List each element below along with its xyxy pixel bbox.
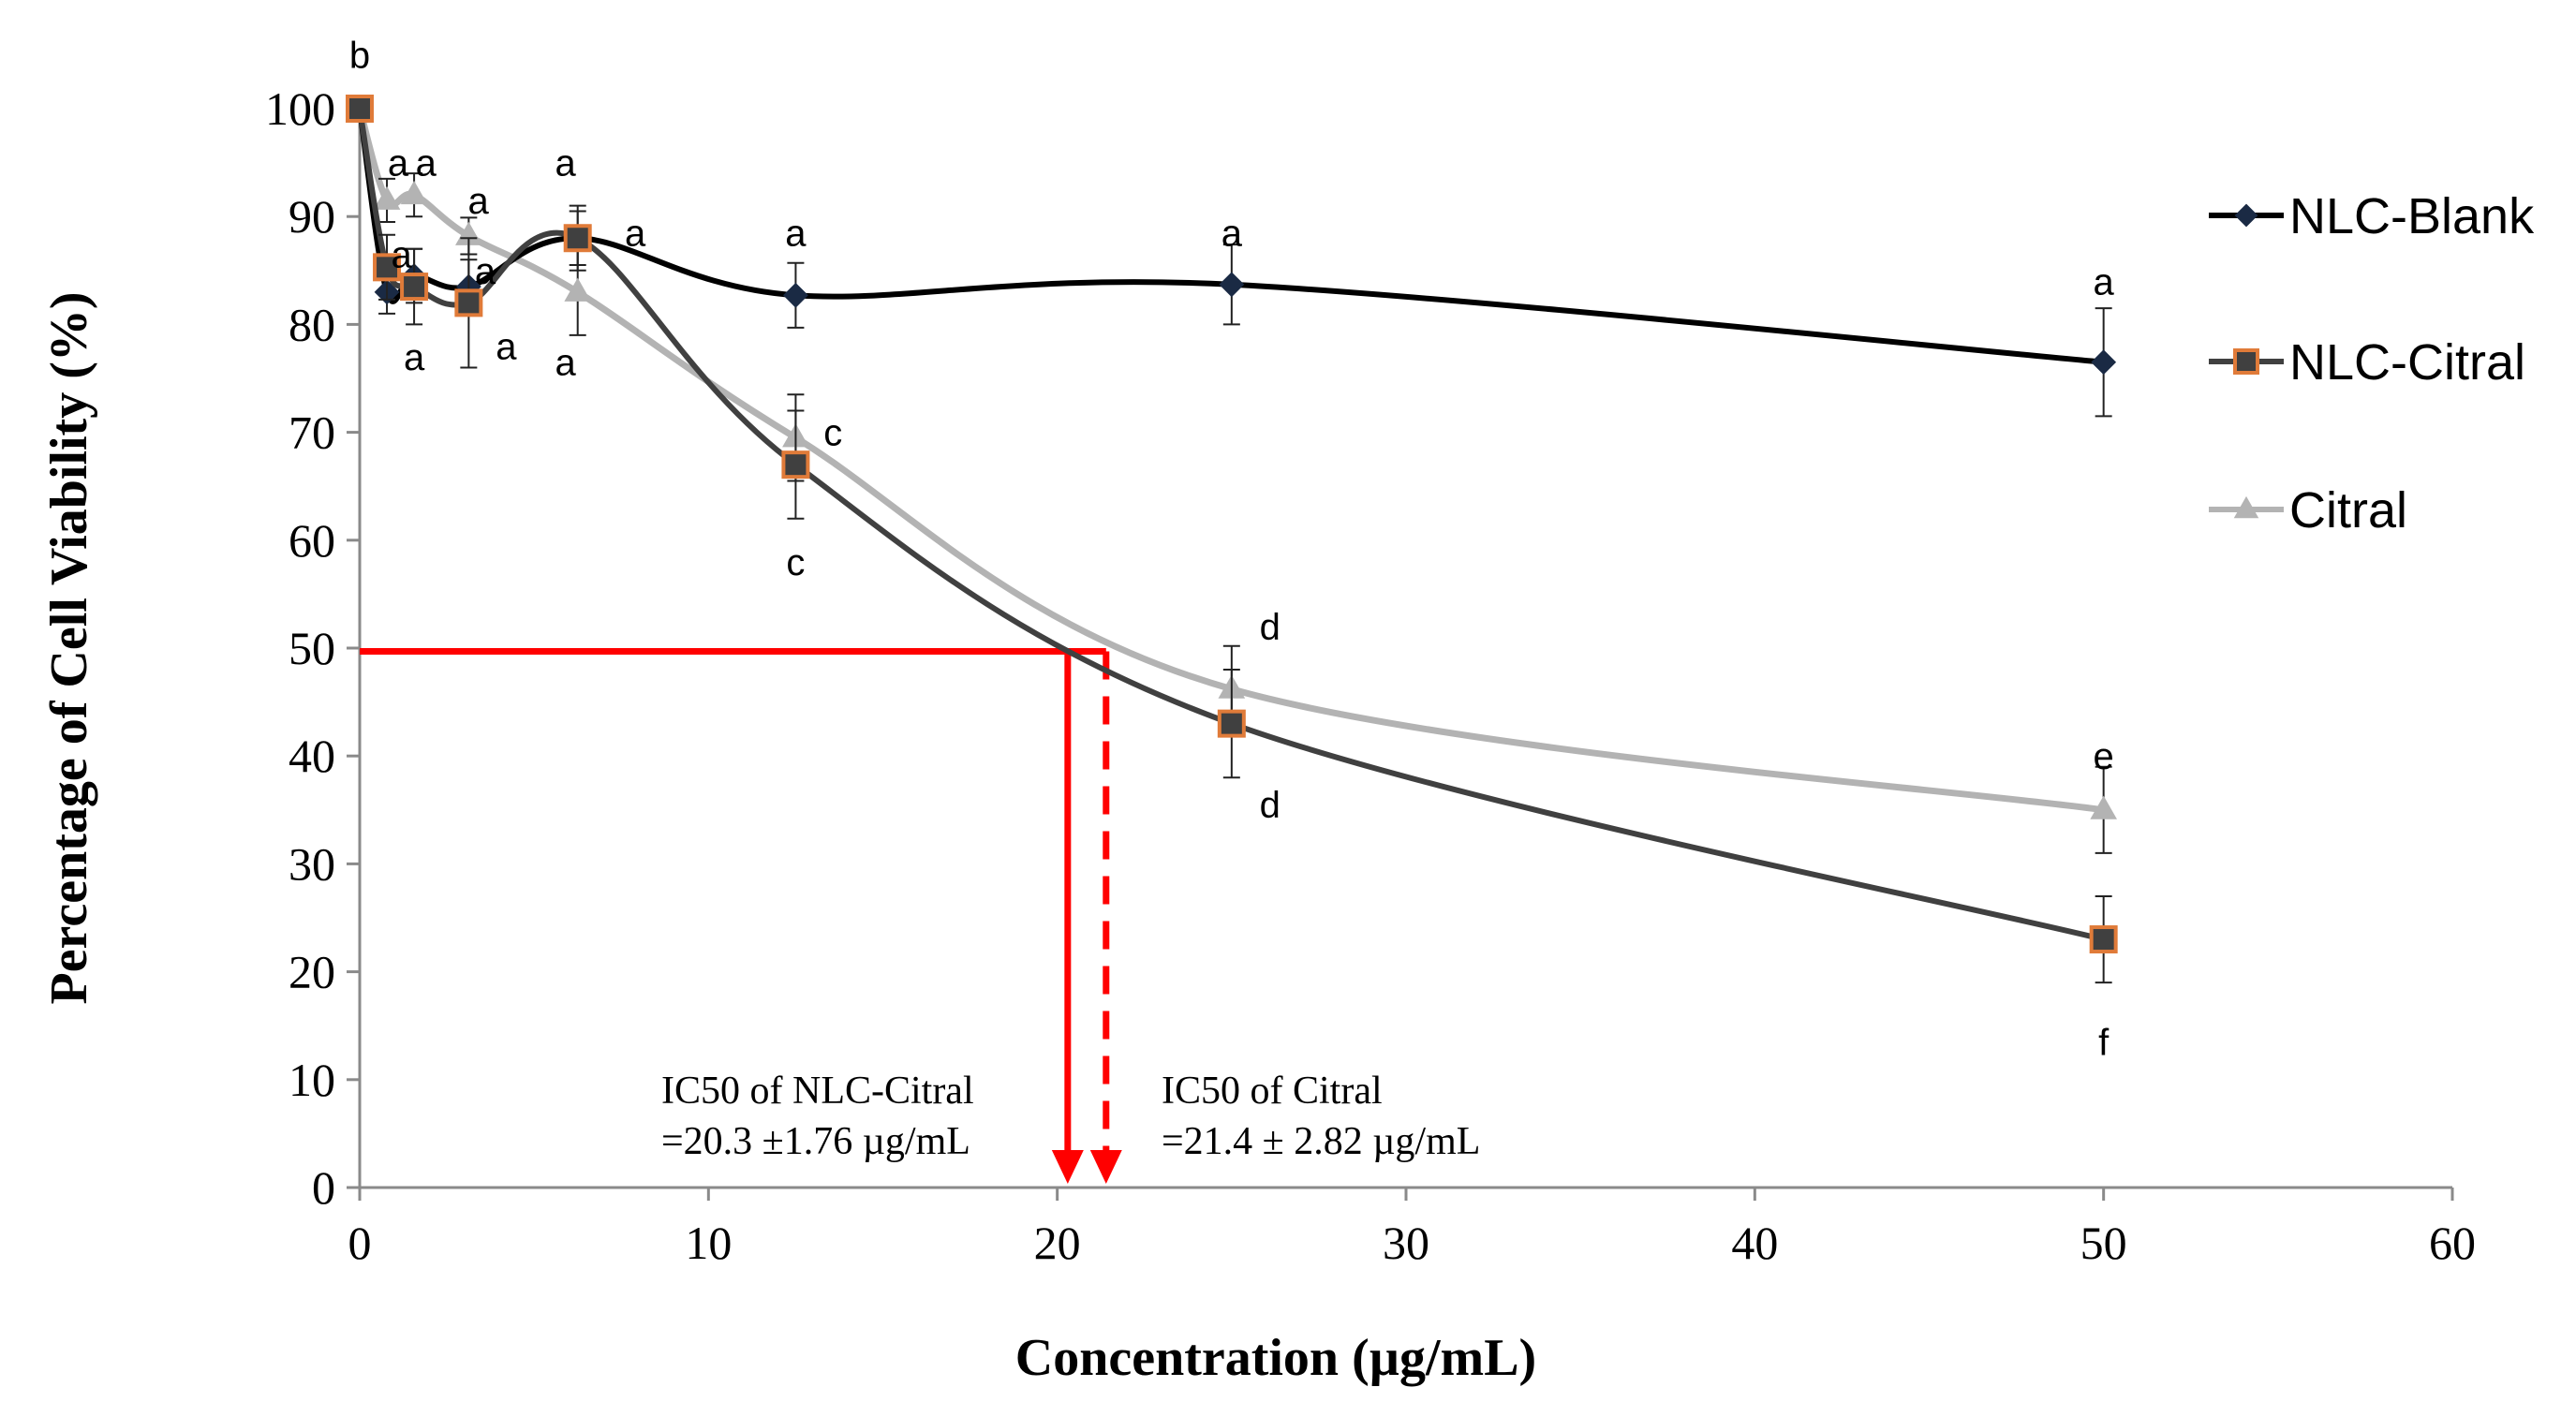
y-tick-label: 50 bbox=[289, 622, 335, 674]
data-point bbox=[563, 224, 592, 253]
significance-letter: a bbox=[555, 343, 577, 384]
significance-letter: c bbox=[786, 542, 805, 583]
data-point bbox=[783, 282, 808, 308]
significance-letter: a bbox=[388, 143, 409, 184]
significance-letter: a bbox=[467, 181, 489, 222]
x-tick-label: 40 bbox=[1731, 1217, 1778, 1269]
significance-letter: a bbox=[555, 143, 577, 184]
y-tick-label: 70 bbox=[289, 406, 335, 459]
significance-letter: a bbox=[1221, 213, 1243, 254]
x-tick-label: 60 bbox=[2429, 1217, 2476, 1269]
legend-item: Citral bbox=[2209, 482, 2407, 539]
y-tick-label: 40 bbox=[289, 730, 335, 782]
data-point bbox=[564, 277, 592, 302]
x-ticks: 0 10 20 30 40 50 60 bbox=[348, 1188, 2476, 1269]
ic50-citral-label-line2: =21.4 ± 2.82 µg/mL bbox=[1162, 1120, 1480, 1163]
significance-letter: a bbox=[2094, 261, 2115, 303]
significance-letter: a bbox=[416, 143, 437, 184]
x-tick-label: 20 bbox=[1034, 1217, 1081, 1269]
ic50-guides bbox=[360, 647, 1122, 1184]
significance-letter: e bbox=[2094, 736, 2114, 777]
data-point bbox=[2089, 925, 2118, 954]
legend-item: NLC-Citral bbox=[2209, 334, 2525, 391]
data-point bbox=[454, 288, 483, 317]
y-tick-label: 30 bbox=[289, 837, 335, 890]
y-tick-label: 10 bbox=[289, 1054, 335, 1106]
data-point bbox=[781, 450, 810, 480]
significance-letter: a bbox=[496, 326, 517, 367]
x-tick-label: 10 bbox=[685, 1217, 732, 1269]
data-point bbox=[373, 185, 401, 210]
significance-letter: d bbox=[1260, 785, 1281, 826]
legend-item: NLC-Blank bbox=[2209, 188, 2535, 244]
significance-letter: b bbox=[349, 35, 370, 76]
y-ticks: 0 10 20 30 40 50 60 70 80 90 100 bbox=[265, 82, 360, 1214]
y-tick-label: 100 bbox=[265, 82, 335, 135]
series-nlc-citral bbox=[346, 95, 2118, 984]
data-point bbox=[400, 180, 428, 205]
data-point bbox=[2091, 349, 2117, 376]
significance-letter: a bbox=[392, 235, 413, 276]
ic50-nlc-citral-label-line2: =20.3 ±1.76 µg/mL bbox=[661, 1120, 970, 1163]
legend-label: Citral bbox=[2289, 482, 2407, 539]
significance-letter: a bbox=[625, 213, 646, 254]
series-nlc-blank bbox=[347, 96, 2117, 418]
x-tick-label: 30 bbox=[1383, 1217, 1429, 1269]
data-point bbox=[1217, 709, 1246, 738]
ic50-citral-label-line1: IC50 of Citral bbox=[1162, 1070, 1383, 1113]
y-tick-label: 20 bbox=[289, 946, 335, 998]
significance-letter: a bbox=[785, 213, 807, 254]
y-tick-label: 90 bbox=[289, 190, 335, 243]
y-tick-label: 80 bbox=[289, 298, 335, 350]
series-line bbox=[357, 108, 2104, 365]
ic50-nlc-citral-label-line1: IC50 of NLC-Citral bbox=[661, 1070, 974, 1113]
legend-marker bbox=[2234, 203, 2258, 228]
y-tick-label: 0 bbox=[312, 1161, 335, 1214]
significance-letter: a bbox=[404, 337, 425, 378]
significance-letter: c bbox=[823, 413, 842, 454]
x-tick-label: 50 bbox=[2080, 1217, 2127, 1269]
ic50-nlc-citral-arrowhead bbox=[1051, 1150, 1084, 1184]
legend: NLC-Blank NLC-Citral Citral bbox=[2209, 188, 2535, 539]
significance-letter: a bbox=[475, 251, 496, 292]
legend-label: NLC-Blank bbox=[2289, 188, 2535, 244]
data-point bbox=[1219, 272, 1245, 298]
ic50-citral-arrowhead bbox=[1089, 1150, 1122, 1184]
ic50-labels: IC50 of NLC-Citral =20.3 ±1.76 µg/mL IC5… bbox=[661, 1070, 1480, 1163]
significance-letter: f bbox=[2098, 1022, 2110, 1063]
y-tick-label: 60 bbox=[289, 514, 335, 567]
data-point bbox=[373, 253, 402, 282]
x-axis-title: Concentration (µg/mL) bbox=[1015, 1329, 1536, 1387]
x-tick-label: 0 bbox=[348, 1217, 372, 1269]
data-point bbox=[400, 273, 429, 302]
legend-marker bbox=[2233, 495, 2259, 519]
series-layer bbox=[346, 94, 2118, 984]
significance-letter: d bbox=[1260, 607, 1281, 648]
legend-marker bbox=[2233, 348, 2259, 375]
data-point bbox=[2090, 795, 2117, 819]
data-point bbox=[346, 95, 374, 123]
y-axis-title: Percentage of Cell Viability (%) bbox=[40, 291, 98, 1004]
legend-label: NLC-Citral bbox=[2289, 334, 2525, 391]
